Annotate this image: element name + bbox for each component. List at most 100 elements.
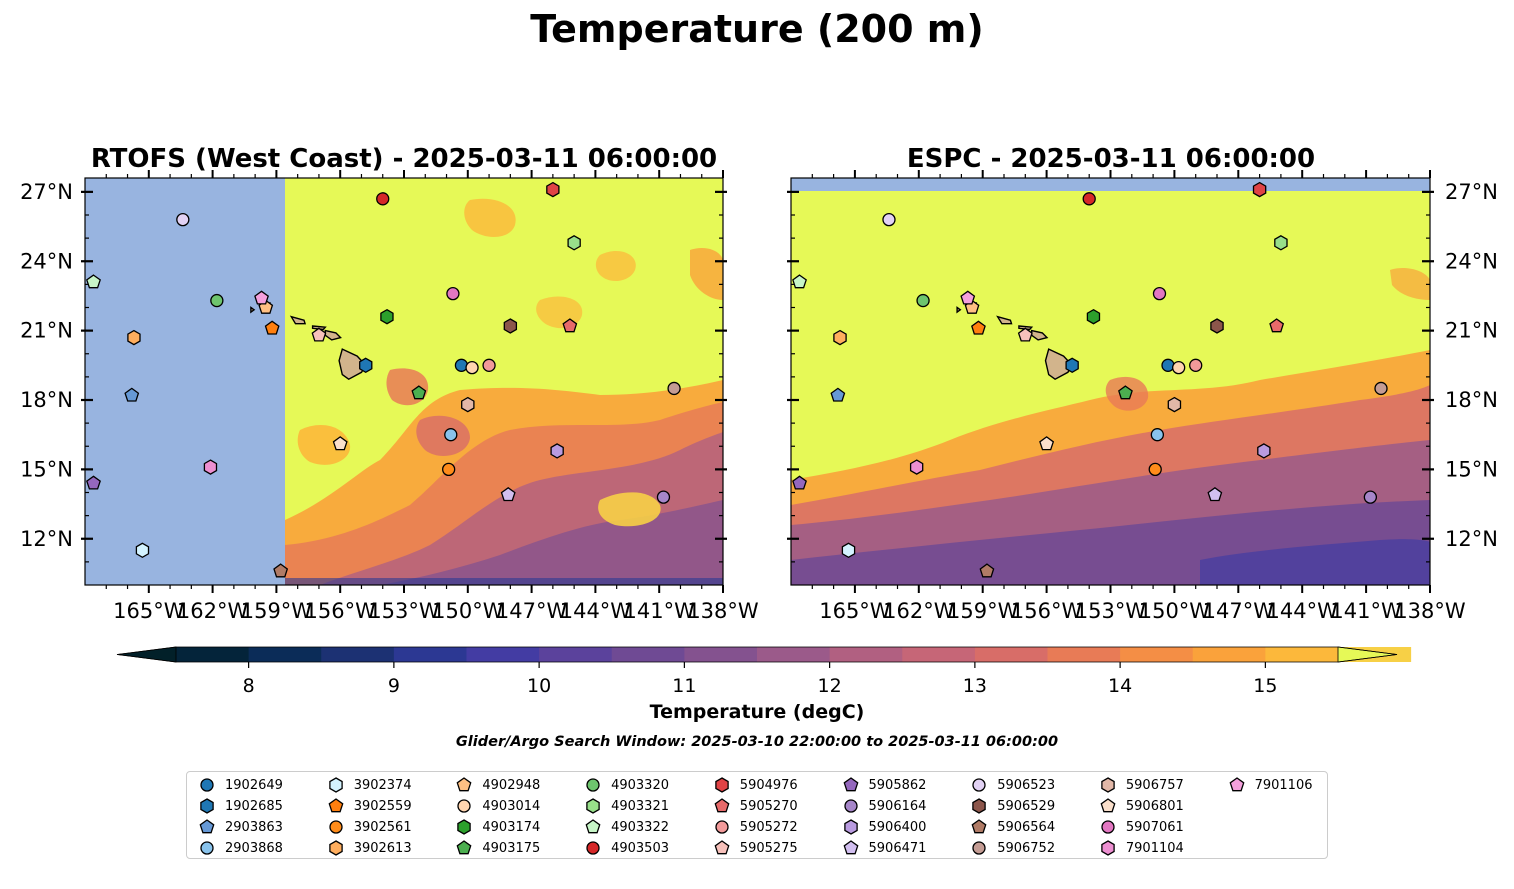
espc-ytick-label: 21°N: [1445, 319, 1498, 343]
colorbar-segment: [611, 647, 685, 662]
rtofs-marker-5904976: [546, 181, 560, 198]
rtofs-ytick-label: 15°N: [20, 457, 73, 481]
colorbar-segment: [1047, 647, 1121, 662]
legend-item: 7901104: [1100, 839, 1184, 857]
legend-marker-pentagon: [714, 798, 730, 813]
legend-label: 5906164: [868, 798, 927, 814]
rtofs-xtick-label: 156°W: [305, 599, 377, 623]
espc-marker-3902374: [841, 542, 856, 559]
espc-marker-2903868: [1150, 428, 1165, 442]
espc-marker-7901106: [960, 290, 976, 305]
espc-niihau-island: [956, 306, 962, 314]
rtofs-marker-3902613: [127, 329, 141, 346]
legend-marker-circle: [200, 778, 214, 792]
legend-marker-shape: [1101, 840, 1115, 856]
legend-marker-shape: [972, 798, 986, 814]
legend-label: 4903503: [611, 840, 669, 856]
rtofs-xtick-label: 159°W: [241, 599, 313, 623]
legend-item: 4902948: [456, 776, 540, 794]
rtofs-xtick-label: 162°W: [177, 599, 249, 623]
legend-marker-hexagon: [457, 819, 472, 835]
colorbar-segment: [757, 647, 831, 662]
espc-ytick-label: 18°N: [1445, 388, 1498, 412]
colorbar-tick-label: 8: [243, 675, 255, 697]
rtofs-outside-domain: [85, 178, 285, 585]
espc-ytick-label: 27°N: [1445, 180, 1498, 204]
legend-label: 7901106: [1254, 777, 1313, 793]
legend-label: 3902374: [353, 777, 412, 793]
espc-marker-5905862: [792, 475, 807, 490]
legend-marker-hexagon: [328, 777, 343, 793]
legend-label: 5907061: [1125, 819, 1184, 835]
espc-ytick-label: 12°N: [1445, 527, 1498, 551]
legend-label: 5906801: [1125, 798, 1184, 814]
legend-marker-shape: [1100, 798, 1116, 813]
legend-marker-hexagon: [200, 798, 214, 814]
colorbar-segment: [1265, 647, 1339, 662]
legend-item: 3902613: [328, 839, 412, 857]
legend-marker-shape: [972, 778, 986, 792]
legend-marker-shape: [1101, 777, 1115, 793]
legend-marker-pentagon: [1100, 798, 1116, 813]
legend-item: 5906801: [1100, 797, 1184, 815]
legend-marker-pentagon: [843, 777, 858, 792]
espc-marker-5906529: [1210, 318, 1224, 334]
legend-marker-shape: [1101, 820, 1115, 834]
legend-item: 4903503: [585, 839, 669, 857]
legend-label: 5906529: [997, 798, 1056, 814]
legend-label: 5906523: [997, 777, 1056, 793]
legend-marker-shape: [199, 819, 215, 834]
espc-outside-domain: [791, 178, 1430, 191]
rtofs-marker-5906529: [503, 318, 518, 334]
rtofs-ytick-label: 24°N: [20, 249, 73, 273]
rtofs-marker-5905862: [86, 475, 101, 490]
float-legend: 1902649 1902685 2903863 2903868 3902374 39025…: [186, 771, 1328, 859]
legend-marker-circle: [972, 778, 986, 792]
legend-marker-circle: [586, 841, 600, 855]
legend-marker-shape: [843, 819, 858, 835]
legend-marker-pentagon: [971, 819, 987, 834]
espc-marker-5906471: [1207, 486, 1223, 502]
legend-marker-shape: [586, 798, 600, 814]
legend-item: 4903322: [585, 818, 669, 836]
legend-label: 2903868: [225, 840, 283, 856]
legend-item: 4903014: [456, 797, 540, 815]
legend-marker-shape: [586, 841, 600, 855]
espc-marker-4903503: [1082, 192, 1096, 206]
legend-label: 2903863: [225, 819, 283, 835]
espc-marker-5905275: [1017, 327, 1033, 342]
legend-label: 5904976: [739, 777, 798, 793]
espc-marker-4903175: [1118, 385, 1133, 400]
rtofs-marker-4903321: [567, 235, 581, 251]
legend-item: 5906564: [971, 818, 1055, 836]
legend-item: 5904976: [714, 776, 798, 794]
rtofs-marker-5905272: [482, 358, 496, 372]
rtofs-xtick-label: 165°W: [113, 599, 185, 623]
espc-axis-ticks: 165°W162°W159°W156°W153°W150°W147°W144°W…: [787, 170, 1498, 623]
legend-item: 5906523: [971, 776, 1055, 794]
rtofs-ytick-label: 18°N: [20, 388, 73, 412]
legend-item: 5905272: [714, 818, 798, 836]
rtofs-marker-1902685: [359, 357, 373, 374]
espc-field: [791, 178, 1430, 585]
legend-label: 4903322: [611, 819, 669, 835]
legend-marker-shape: [843, 840, 858, 855]
colorbar-tick-label: 12: [818, 675, 842, 697]
espc-marker-5905270: [1269, 318, 1285, 333]
legend-label: 4903174: [482, 819, 541, 835]
rtofs-xtick-label: 153°W: [368, 599, 440, 623]
legend-marker-shape: [1229, 777, 1245, 792]
espc-xtick-label: 159°W: [947, 599, 1019, 623]
espc-xtick-label: 141°W: [1330, 599, 1402, 623]
rtofs-marker-2903863: [124, 387, 140, 402]
colorbar-segment: [684, 647, 758, 662]
rtofs-xtick-label: 138°W: [687, 599, 759, 623]
legend-label: 4903320: [611, 777, 669, 793]
legend-item: 4903321: [585, 797, 669, 815]
rtofs-niihau-island: [250, 306, 256, 314]
legend-label: 4902948: [482, 777, 541, 793]
legend-marker-hexagon: [328, 840, 343, 856]
espc-xtick-label: 162°W: [883, 599, 955, 623]
espc-marker-1902685: [1065, 357, 1079, 374]
rtofs-marker-5905270: [562, 318, 578, 333]
